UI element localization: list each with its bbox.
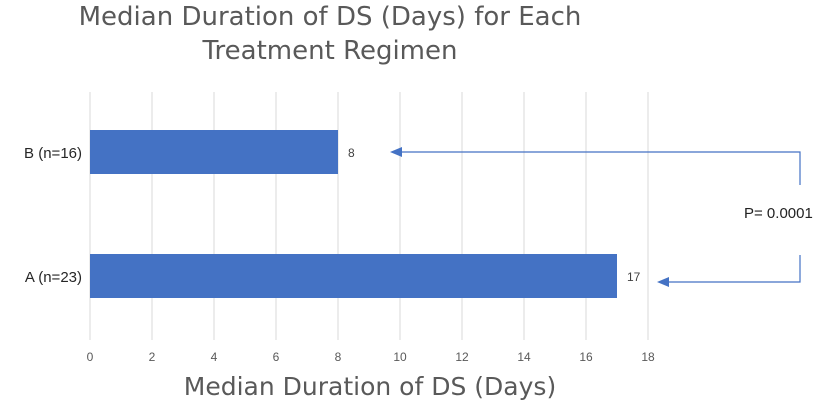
x-tick-label: 18 (641, 350, 655, 364)
x-tick-label: 16 (579, 350, 593, 364)
x-tick-label: 8 (335, 350, 342, 364)
annotation-connector-top (402, 151, 801, 185)
annotation-arrowhead-top (390, 147, 402, 157)
annotation-connector-bottom (669, 255, 801, 283)
x-tick-label: 4 (211, 350, 218, 364)
x-axis-label: Median Duration of DS (Days) (183, 372, 557, 401)
data-label: 17 (627, 270, 641, 284)
category-label: A (n=23) (25, 269, 82, 286)
x-tick-label: 14 (517, 350, 531, 364)
x-tick-label: 2 (149, 350, 156, 364)
bar (90, 130, 338, 174)
data-label: 8 (348, 146, 355, 160)
chart-title-line-1: Median Duration of DS (Days) for Each (78, 2, 582, 32)
bar (90, 254, 617, 298)
x-tick-label: 0 (87, 350, 94, 364)
chart-title-line-2: Treatment Regimen (202, 36, 458, 66)
p-value-annotation: P= 0.0001 (744, 205, 813, 222)
x-tick-label: 10 (393, 350, 407, 364)
x-tick-label: 12 (455, 350, 469, 364)
x-tick-label: 6 (273, 350, 280, 364)
annotation-arrowhead-bottom (657, 277, 669, 287)
category-label: B (n=16) (24, 145, 82, 162)
